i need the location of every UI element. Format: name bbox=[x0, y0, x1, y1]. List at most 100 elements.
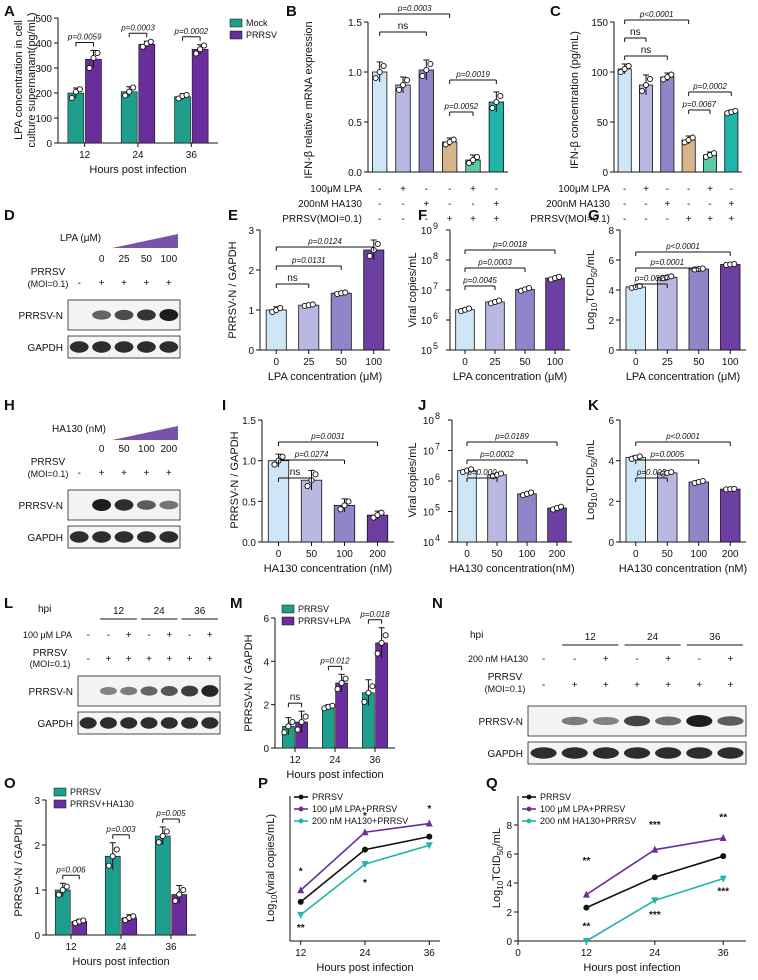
x-tick-label: 0 bbox=[273, 357, 279, 368]
condition-sign: + bbox=[470, 184, 476, 195]
prrsv-sign: + bbox=[728, 680, 734, 691]
bar bbox=[625, 286, 646, 351]
condition-sign: - bbox=[708, 199, 711, 210]
prrsv-sign: + bbox=[634, 680, 640, 691]
y-axis-title-part: TCID bbox=[585, 467, 597, 493]
blot-band bbox=[140, 717, 158, 729]
y-tick-label: 0.0 bbox=[348, 168, 362, 179]
data-point bbox=[372, 74, 379, 82]
blot-band-label: GAPDH bbox=[487, 749, 523, 760]
y-axis-title: PRRSV-N / GAPDH bbox=[229, 431, 241, 528]
x-tick-label: 0 bbox=[276, 549, 282, 560]
y-tick-label: 10 bbox=[421, 346, 433, 357]
treatment-sign: + bbox=[207, 630, 213, 641]
y-tick-label: 10 bbox=[421, 226, 433, 237]
data-point bbox=[279, 453, 286, 460]
y-tick-exponent: 5 bbox=[435, 503, 440, 513]
condition-label: 100μM LPA bbox=[310, 184, 362, 195]
x-tick-label: 50 bbox=[336, 357, 348, 368]
condition-sign: - bbox=[644, 214, 647, 225]
panel-label-j: J bbox=[418, 397, 426, 414]
p-value-label: ns bbox=[290, 467, 301, 478]
condition-sign: - bbox=[471, 199, 474, 210]
y-tick-label: 500 bbox=[35, 14, 52, 25]
y-axis-title-part: 50 bbox=[590, 268, 599, 277]
p-value-label: p=0.0002 bbox=[479, 450, 514, 459]
legend-label: PRRSV+LPA bbox=[298, 616, 351, 626]
prrsv-sign: + bbox=[106, 654, 112, 665]
data-point bbox=[469, 156, 477, 164]
y-tick-exponent: 9 bbox=[433, 221, 438, 231]
bar bbox=[547, 507, 567, 543]
legend-label: 100 μM LPA+PRRSV bbox=[312, 804, 397, 814]
x-axis-title: LPA concentration (μM) bbox=[626, 371, 740, 383]
y-tick-label: 3 bbox=[248, 226, 254, 237]
prrsv-sign: - bbox=[78, 468, 81, 479]
legend-label: 100 μM LPA+PRRSV bbox=[540, 804, 625, 814]
prrsv-sign: + bbox=[146, 654, 152, 665]
x-tick-label: 0 bbox=[633, 549, 639, 560]
western-blot-n: PRRSV-N GAPDH hpi 12 24 36 200 nM HA130 - - + - + - +… bbox=[468, 630, 747, 765]
data-point bbox=[638, 87, 646, 95]
y-axis-title: IFN-β relative mRNA expression bbox=[303, 21, 315, 178]
y-tick-label: 0 bbox=[263, 744, 269, 755]
y-tick-label: 100 bbox=[35, 114, 52, 125]
bar bbox=[517, 493, 537, 543]
treatment-sign: - bbox=[573, 654, 576, 665]
legend-marker bbox=[526, 818, 532, 824]
data-point bbox=[329, 702, 336, 709]
legend-marker bbox=[526, 794, 532, 800]
y-tick-label: 0 bbox=[506, 937, 512, 948]
data-point bbox=[719, 834, 727, 842]
x-tick-label: 200 bbox=[722, 549, 739, 560]
data-point bbox=[122, 92, 129, 99]
panel-label-g: G bbox=[588, 207, 600, 224]
data-point bbox=[130, 913, 137, 920]
significance-star: *** bbox=[649, 820, 661, 831]
p-value-label: ns bbox=[398, 21, 409, 32]
x-tick-label: 24 bbox=[115, 942, 127, 953]
blot-band-label: GAPDH bbox=[27, 533, 63, 544]
blot-band bbox=[99, 717, 117, 729]
data-point bbox=[555, 273, 563, 280]
bar bbox=[372, 71, 388, 173]
p-value-label: p=0.0067 bbox=[682, 100, 717, 109]
treatment-sign: - bbox=[86, 630, 89, 641]
bar bbox=[688, 268, 709, 351]
condition-label: PRRSV(MOI=0.1) bbox=[530, 214, 610, 225]
bar bbox=[485, 301, 505, 351]
condition-sign: + bbox=[707, 184, 713, 195]
x-axis-title: Hours post infection bbox=[583, 962, 680, 974]
significance-star: ** bbox=[583, 856, 591, 867]
x-tick-label: 50 bbox=[491, 549, 503, 560]
timepoint-label: 24 bbox=[647, 632, 659, 643]
y-tick-label: 0 bbox=[34, 931, 40, 942]
legend-label: 200 nM HA130+PRRSV bbox=[540, 816, 636, 826]
y-axis-title: PRRSV-N / GAPDH bbox=[243, 634, 255, 731]
significance-star: *** bbox=[649, 910, 661, 921]
y-axis-title-line: LPA concentration in cell bbox=[13, 20, 25, 140]
bar bbox=[120, 91, 138, 144]
data-point bbox=[497, 92, 504, 100]
p-value-label: ns bbox=[630, 27, 641, 38]
timepoint-label: 36 bbox=[709, 632, 721, 643]
y-tick-label: 4 bbox=[263, 657, 269, 668]
x-tick-label: 12 bbox=[295, 948, 307, 959]
y-axis-title: PRRSV-N / GAPDH bbox=[227, 241, 239, 338]
blot-band-label: GAPDH bbox=[37, 719, 73, 730]
data-point bbox=[636, 453, 643, 460]
treatment-sign: - bbox=[635, 654, 638, 665]
data-point bbox=[427, 60, 434, 68]
data-point bbox=[582, 890, 590, 898]
panel-label-i: I bbox=[222, 397, 226, 414]
data-point bbox=[281, 729, 288, 736]
bar bbox=[657, 472, 678, 543]
data-point bbox=[699, 265, 706, 272]
data-point bbox=[557, 503, 565, 510]
y-tick-label: 4 bbox=[608, 286, 614, 297]
p-value-label: p=0.0052 bbox=[444, 102, 479, 111]
significance-star: ** bbox=[719, 813, 727, 824]
chart-k: 0 2 4 6 0 50 100 200 HA130 concentration (nM) p<0… bbox=[608, 416, 747, 575]
data-point bbox=[294, 726, 301, 733]
